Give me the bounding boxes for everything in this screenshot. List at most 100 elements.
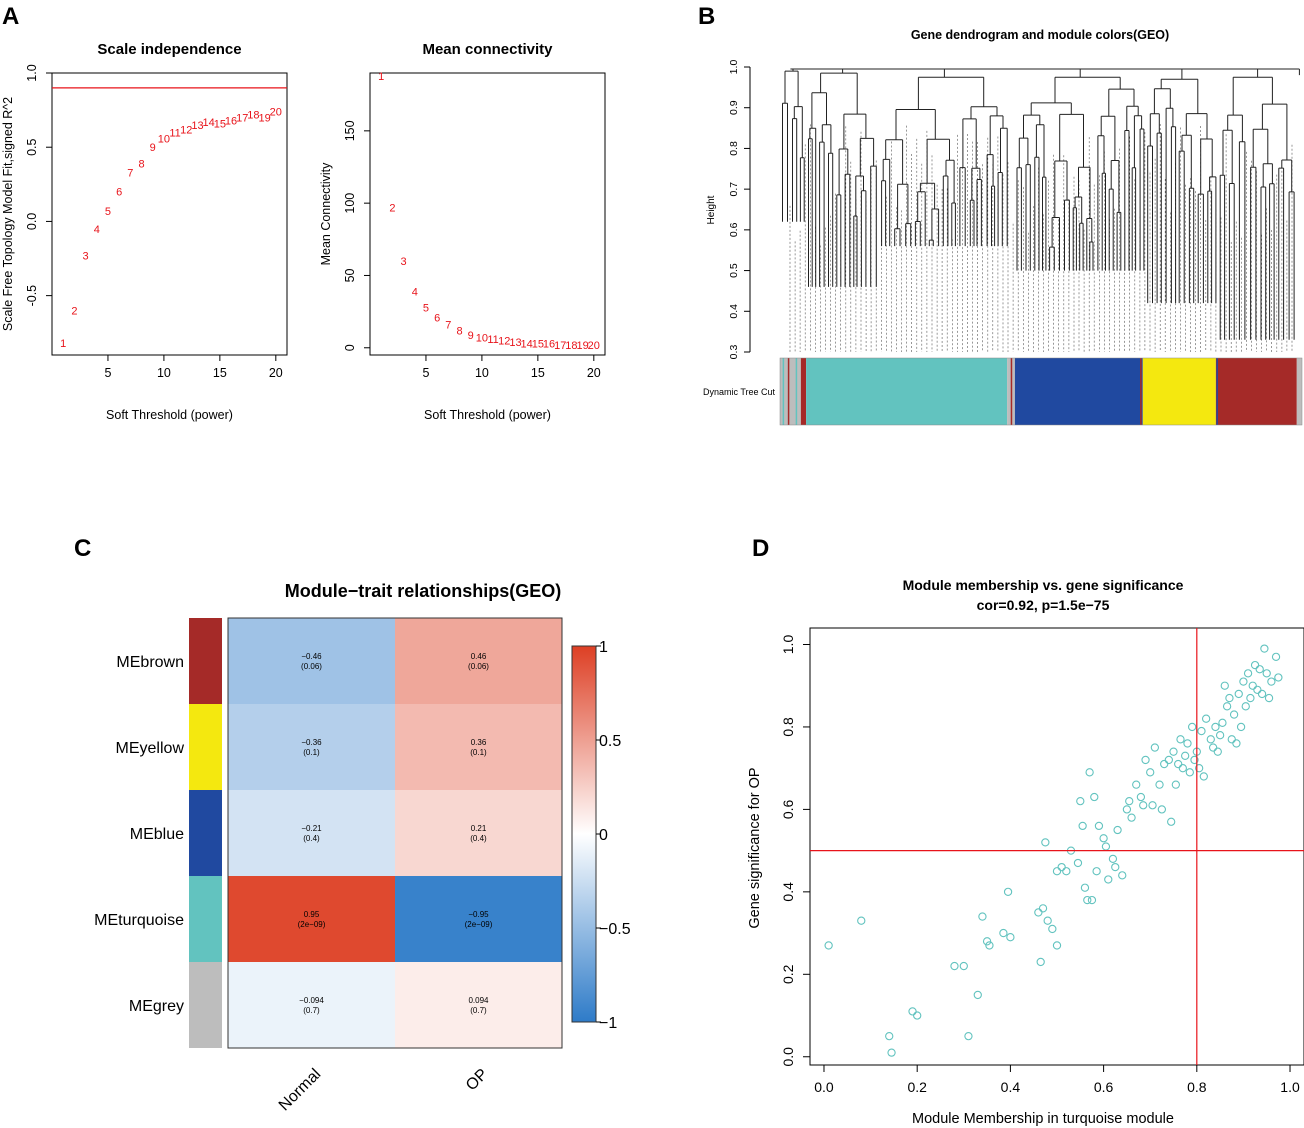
scatter-point — [1041, 838, 1050, 847]
y-tick-label: 0.0 — [780, 1047, 796, 1067]
x-tick-label: 1.0 — [1280, 1079, 1300, 1095]
scatter-point — [1236, 722, 1246, 732]
y-tick-label: 0.6 — [780, 799, 796, 819]
scatter-point — [1201, 714, 1211, 723]
x-tick-label: 15 — [531, 366, 545, 380]
module-color-swatch — [189, 618, 222, 704]
module-color-block — [1296, 358, 1302, 425]
panel-label-c: C — [74, 535, 92, 562]
color-bar-label: Dynamic Tree Cut — [703, 387, 776, 397]
scatter-point — [1122, 805, 1132, 814]
point-label: 19 — [576, 340, 588, 352]
heatmap-cell — [395, 790, 562, 876]
scatter-point — [1132, 780, 1141, 789]
y-tick-label: 0.8 — [780, 717, 796, 737]
scatter-point — [1155, 780, 1164, 789]
scatter-point — [982, 937, 992, 946]
module-color-swatch — [189, 704, 222, 790]
cell-correlation: −0.95 — [468, 910, 489, 919]
y-tick-label: 150 — [343, 120, 357, 141]
scatter-point — [950, 961, 959, 971]
cell-pvalue: (2e−09) — [298, 920, 326, 929]
point-label: 12 — [180, 124, 192, 136]
point-label: 13 — [191, 120, 203, 132]
scatter-point — [1036, 957, 1045, 967]
heatmap-cell — [395, 962, 562, 1048]
scatter-point — [1136, 792, 1146, 802]
point-label: 7 — [445, 320, 451, 332]
legend-tick-label: 1 — [599, 639, 608, 656]
y-axis-label: Scale Free Topology Model Fit,signed R^2 — [1, 97, 15, 331]
scatter-point — [1255, 665, 1264, 674]
module-color-block — [806, 358, 1008, 425]
scatter-point — [1253, 685, 1262, 694]
scatter-point — [1181, 751, 1190, 760]
scatter-point — [1094, 821, 1104, 831]
point-label: 1 — [60, 338, 66, 350]
y-tick-label: 1.0 — [780, 635, 796, 655]
point-label: 6 — [116, 187, 122, 199]
scatter-point — [959, 961, 968, 971]
scatter-point — [1188, 722, 1197, 732]
scatter-point — [973, 990, 982, 1000]
row-label: MEturquoise — [94, 912, 184, 929]
cell-pvalue: (0.7) — [470, 1006, 487, 1015]
scatter-point — [1146, 768, 1155, 777]
chart-subtitle: cor=0.92, p=1.5e−75 — [977, 597, 1110, 613]
chart-title: Mean connectivity — [422, 41, 553, 58]
legend-tick-label: −1 — [599, 1015, 617, 1032]
y-tick-label: 1.0 — [25, 64, 39, 81]
scatter-point — [1150, 743, 1160, 752]
y-tick-label: 0.4 — [728, 304, 740, 319]
point-label: 17 — [554, 340, 566, 352]
heatmap-frame — [227, 617, 563, 1049]
point-label: 14 — [203, 117, 215, 129]
scatter-point — [999, 928, 1008, 938]
scatter-point — [1250, 660, 1260, 670]
module-color-stripe — [1010, 358, 1013, 425]
x-axis-label: Soft Threshold (power) — [424, 408, 551, 422]
cell-correlation: 0.094 — [468, 996, 489, 1005]
x-tick-label: 0.8 — [1187, 1079, 1207, 1095]
scatter-point — [1174, 759, 1183, 769]
scatter-point — [1078, 821, 1087, 831]
cell-correlation: −0.46 — [301, 652, 322, 661]
y-axis-label: Height — [706, 195, 717, 224]
point-label: 13 — [509, 337, 521, 349]
point-label: 15 — [214, 118, 226, 130]
scatter-point — [1076, 797, 1085, 806]
scatter-point — [1239, 677, 1248, 686]
heatmap-cell — [228, 876, 395, 962]
scatter-point — [1062, 867, 1071, 876]
point-label: 7 — [127, 167, 133, 179]
row-label: MEyellow — [116, 740, 185, 757]
x-tick-label: 10 — [475, 366, 489, 380]
x-tick-label: 10 — [157, 366, 171, 380]
scatter-point — [1218, 718, 1227, 727]
scatter-point — [1229, 710, 1239, 719]
point-label: 8 — [138, 159, 144, 171]
scale-independence-plot: Scale independence Soft Threshold (power)… — [1, 41, 288, 422]
mean-connectivity-plot: Mean connectivity Soft Threshold (power) M… — [319, 41, 606, 422]
heatmap-cell — [395, 876, 562, 962]
scatter-point — [1171, 780, 1180, 789]
scatter-point — [1113, 825, 1122, 835]
x-tick-label: 0.2 — [907, 1079, 927, 1095]
scatter-point — [1241, 702, 1250, 711]
scatter-point — [1199, 772, 1208, 781]
legend-tick-label: −0.5 — [599, 921, 631, 938]
cell-correlation: −0.36 — [301, 738, 322, 747]
x-tick-label: 0.0 — [814, 1079, 834, 1095]
y-tick-label: 0.5 — [728, 263, 740, 278]
point-label: 16 — [543, 338, 555, 350]
y-tick-label: 0.5 — [25, 138, 39, 155]
point-label: 8 — [456, 325, 462, 337]
scatter-point — [913, 1011, 922, 1020]
y-tick-label: 0 — [343, 344, 357, 351]
point-label: 2 — [71, 305, 77, 317]
y-tick-label: 0.7 — [728, 182, 740, 197]
point-label: 9 — [468, 330, 474, 342]
point-label: 10 — [158, 133, 170, 145]
scatter-point — [1185, 768, 1194, 777]
